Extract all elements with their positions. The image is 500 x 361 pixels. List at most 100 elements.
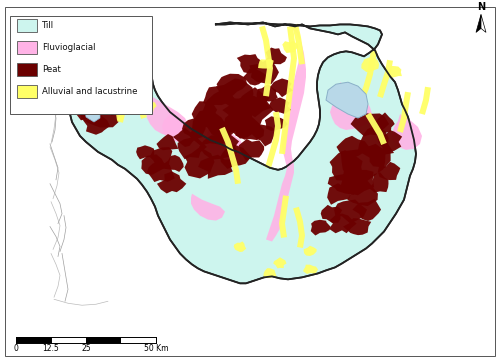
Polygon shape: [256, 84, 278, 101]
Polygon shape: [146, 94, 188, 136]
Polygon shape: [224, 107, 260, 139]
Polygon shape: [182, 118, 206, 139]
Polygon shape: [178, 136, 207, 159]
Polygon shape: [95, 81, 128, 110]
Polygon shape: [65, 22, 416, 283]
Polygon shape: [162, 114, 190, 142]
Polygon shape: [83, 72, 115, 103]
Polygon shape: [481, 14, 486, 32]
Polygon shape: [282, 41, 298, 53]
Bar: [16, 337, 156, 343]
Polygon shape: [343, 218, 371, 235]
Text: 25: 25: [81, 344, 91, 353]
Polygon shape: [366, 113, 387, 145]
Text: 50 Km: 50 Km: [144, 344, 168, 353]
Polygon shape: [237, 54, 264, 74]
Polygon shape: [198, 155, 234, 179]
Polygon shape: [219, 127, 241, 184]
Polygon shape: [320, 205, 342, 223]
Polygon shape: [240, 87, 270, 117]
Polygon shape: [239, 139, 264, 160]
Polygon shape: [264, 48, 287, 65]
Bar: [51, 337, 86, 343]
Polygon shape: [293, 207, 305, 248]
Polygon shape: [83, 116, 110, 135]
Polygon shape: [86, 67, 117, 92]
Polygon shape: [377, 130, 402, 152]
Polygon shape: [216, 74, 247, 98]
Polygon shape: [326, 82, 368, 118]
Polygon shape: [234, 242, 246, 252]
Polygon shape: [136, 145, 154, 159]
Polygon shape: [199, 132, 239, 160]
Bar: [121, 337, 156, 343]
Polygon shape: [348, 179, 378, 206]
Polygon shape: [369, 172, 388, 192]
Polygon shape: [140, 101, 156, 113]
Text: Fluvioglacial: Fluvioglacial: [42, 43, 96, 52]
Polygon shape: [147, 161, 175, 182]
Polygon shape: [270, 78, 293, 97]
Polygon shape: [184, 147, 214, 178]
Polygon shape: [142, 155, 165, 175]
Polygon shape: [192, 101, 220, 127]
Polygon shape: [341, 144, 386, 184]
Polygon shape: [220, 145, 252, 169]
Polygon shape: [310, 220, 330, 235]
Text: N: N: [477, 3, 485, 13]
Bar: [17, 63, 37, 76]
Text: 12.5: 12.5: [42, 344, 59, 353]
Polygon shape: [377, 60, 393, 98]
Bar: [16, 337, 51, 343]
Polygon shape: [252, 124, 276, 147]
Polygon shape: [156, 134, 178, 150]
Polygon shape: [304, 246, 316, 256]
Polygon shape: [266, 25, 306, 242]
Polygon shape: [268, 97, 291, 114]
Polygon shape: [85, 106, 100, 122]
Text: 0: 0: [14, 344, 18, 353]
Polygon shape: [419, 87, 431, 115]
Polygon shape: [265, 112, 281, 169]
Text: Till: Till: [42, 21, 54, 30]
Bar: [17, 85, 37, 98]
Text: Alluvial and lacustrine: Alluvial and lacustrine: [42, 87, 138, 96]
Polygon shape: [202, 88, 252, 140]
Polygon shape: [336, 136, 369, 158]
Polygon shape: [68, 76, 90, 90]
Polygon shape: [397, 92, 411, 133]
Polygon shape: [117, 65, 139, 123]
Polygon shape: [330, 150, 362, 181]
Polygon shape: [222, 93, 274, 130]
Polygon shape: [378, 162, 400, 180]
Polygon shape: [303, 265, 318, 274]
Polygon shape: [279, 195, 289, 238]
Bar: [17, 42, 37, 54]
Polygon shape: [362, 57, 379, 72]
Polygon shape: [236, 120, 264, 140]
Polygon shape: [97, 54, 120, 70]
Polygon shape: [330, 82, 372, 130]
Bar: [10, 17, 152, 114]
Polygon shape: [216, 78, 254, 111]
Polygon shape: [243, 69, 267, 86]
Polygon shape: [157, 171, 186, 193]
Polygon shape: [258, 59, 274, 69]
Polygon shape: [250, 60, 279, 84]
Polygon shape: [279, 26, 297, 154]
Polygon shape: [357, 50, 377, 103]
Polygon shape: [77, 69, 95, 110]
Polygon shape: [334, 200, 367, 223]
Polygon shape: [358, 126, 394, 161]
Polygon shape: [191, 194, 225, 221]
Polygon shape: [292, 24, 305, 65]
Polygon shape: [150, 147, 172, 169]
Polygon shape: [350, 113, 389, 136]
Polygon shape: [327, 183, 351, 205]
Polygon shape: [340, 166, 374, 195]
Polygon shape: [370, 146, 390, 168]
Polygon shape: [352, 199, 381, 221]
Polygon shape: [190, 109, 231, 145]
Polygon shape: [173, 128, 198, 147]
Polygon shape: [265, 116, 287, 131]
